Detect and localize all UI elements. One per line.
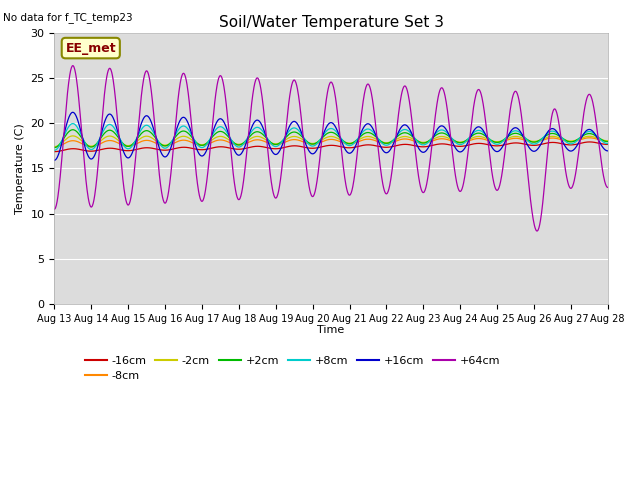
- Line: +2cm: +2cm: [54, 130, 608, 147]
- +16cm: [51, 157, 58, 163]
- -8cm: [417, 140, 425, 146]
- +64cm: [174, 98, 182, 104]
- -8cm: [538, 137, 546, 143]
- +8cm: [236, 144, 244, 150]
- -16cm: [173, 145, 181, 151]
- +8cm: [417, 142, 425, 147]
- -2cm: [538, 136, 546, 142]
- +2cm: [174, 131, 182, 137]
- -2cm: [604, 138, 612, 144]
- +8cm: [69, 120, 77, 126]
- +64cm: [161, 200, 168, 205]
- +8cm: [161, 145, 168, 151]
- -16cm: [160, 147, 168, 153]
- -8cm: [236, 142, 243, 148]
- -16cm: [51, 149, 58, 155]
- -16cm: [604, 142, 612, 147]
- Line: +8cm: +8cm: [54, 123, 608, 150]
- -8cm: [604, 138, 612, 144]
- Line: -16cm: -16cm: [54, 142, 608, 152]
- X-axis label: Time: Time: [317, 325, 345, 336]
- -16cm: [417, 144, 425, 150]
- -8cm: [160, 143, 168, 149]
- Legend: -16cm, -8cm, -2cm, +2cm, +8cm, +16cm, +64cm: -16cm, -8cm, -2cm, +2cm, +8cm, +16cm, +6…: [80, 351, 504, 386]
- -8cm: [586, 135, 593, 141]
- -2cm: [490, 138, 497, 144]
- -16cm: [490, 143, 497, 148]
- +16cm: [538, 139, 546, 144]
- +64cm: [539, 200, 547, 205]
- +64cm: [490, 179, 497, 184]
- -8cm: [173, 139, 181, 144]
- +8cm: [174, 128, 182, 133]
- Line: +64cm: +64cm: [54, 66, 608, 231]
- -2cm: [417, 139, 425, 145]
- -16cm: [236, 146, 243, 152]
- +2cm: [417, 140, 425, 145]
- -2cm: [174, 135, 182, 141]
- +2cm: [69, 127, 77, 132]
- +16cm: [174, 123, 182, 129]
- +64cm: [69, 63, 77, 69]
- +64cm: [604, 184, 612, 190]
- +16cm: [161, 154, 168, 160]
- -2cm: [51, 144, 58, 150]
- Y-axis label: Temperature (C): Temperature (C): [15, 123, 25, 214]
- -2cm: [161, 142, 168, 148]
- -2cm: [69, 133, 77, 139]
- -16cm: [538, 141, 546, 147]
- Title: Soil/Water Temperature Set 3: Soil/Water Temperature Set 3: [219, 15, 444, 30]
- +16cm: [604, 148, 612, 154]
- +16cm: [236, 152, 244, 158]
- +2cm: [490, 139, 497, 144]
- +64cm: [51, 206, 58, 212]
- +2cm: [161, 143, 168, 149]
- +2cm: [236, 142, 244, 148]
- +64cm: [533, 228, 541, 234]
- +8cm: [490, 140, 497, 146]
- +16cm: [490, 146, 497, 152]
- Line: -8cm: -8cm: [54, 138, 608, 147]
- +64cm: [417, 187, 425, 192]
- Text: No data for f_TC_temp23: No data for f_TC_temp23: [3, 12, 133, 23]
- +2cm: [538, 135, 546, 141]
- Line: +16cm: +16cm: [54, 112, 608, 160]
- +16cm: [69, 109, 77, 115]
- Text: EE_met: EE_met: [65, 42, 116, 55]
- -2cm: [236, 141, 244, 147]
- -8cm: [51, 144, 58, 150]
- +16cm: [417, 149, 425, 155]
- +64cm: [236, 196, 244, 202]
- +8cm: [538, 135, 546, 141]
- Line: -2cm: -2cm: [54, 136, 608, 147]
- +8cm: [604, 141, 612, 146]
- +2cm: [604, 139, 612, 144]
- +2cm: [51, 144, 58, 150]
- -8cm: [490, 139, 497, 145]
- -16cm: [586, 139, 593, 145]
- +8cm: [51, 147, 58, 153]
